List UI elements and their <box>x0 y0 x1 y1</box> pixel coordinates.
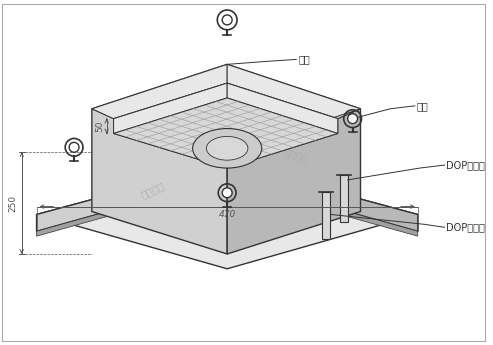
Text: 接兰: 接兰 <box>298 55 310 65</box>
Polygon shape <box>92 109 227 153</box>
Polygon shape <box>227 109 360 254</box>
Text: 广州楼净: 广州楼净 <box>283 147 310 164</box>
Text: 吸环: 吸环 <box>417 101 428 111</box>
Polygon shape <box>92 65 360 152</box>
Polygon shape <box>227 65 360 119</box>
Polygon shape <box>113 83 338 153</box>
Text: 50: 50 <box>95 120 104 132</box>
Text: 广州楼净: 广州楼净 <box>140 180 167 200</box>
Circle shape <box>222 15 232 25</box>
Polygon shape <box>227 178 418 236</box>
Polygon shape <box>36 178 227 236</box>
Polygon shape <box>227 163 418 231</box>
Polygon shape <box>36 163 418 269</box>
Circle shape <box>69 142 79 152</box>
Polygon shape <box>113 98 338 168</box>
Ellipse shape <box>207 137 248 160</box>
Polygon shape <box>322 192 330 239</box>
Polygon shape <box>227 119 338 168</box>
Circle shape <box>348 114 357 124</box>
Polygon shape <box>36 163 227 231</box>
Polygon shape <box>92 109 227 254</box>
Polygon shape <box>340 175 348 223</box>
Polygon shape <box>113 83 227 134</box>
Polygon shape <box>113 119 227 168</box>
Circle shape <box>222 188 232 198</box>
Text: 470: 470 <box>218 210 236 219</box>
Text: 250: 250 <box>8 195 17 212</box>
Ellipse shape <box>193 129 262 168</box>
Text: DOP检测管: DOP检测管 <box>447 222 485 232</box>
Polygon shape <box>92 65 227 119</box>
Text: DOP发尘管: DOP发尘管 <box>447 160 485 170</box>
Polygon shape <box>227 109 360 153</box>
Polygon shape <box>227 83 338 134</box>
